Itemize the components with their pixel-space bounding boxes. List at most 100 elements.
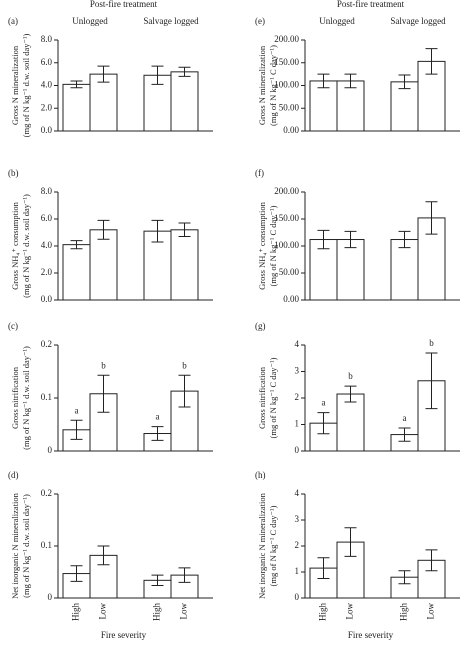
error-bar [151,219,164,243]
y-tick-label: 6.0 [41,57,53,67]
bar [390,81,419,132]
error-bar [398,570,411,585]
panel-label: (d) [8,470,19,480]
y-tick-label: 0.00 [283,125,299,135]
y-axis-label: Gross NH₄⁺ consumption [10,201,20,289]
error-bar [178,222,191,238]
y-tick-label: 2.0 [41,102,53,112]
y-axis-label: Net inorganic N mineralization [257,492,267,599]
y-tick-label: 0.2 [41,488,52,498]
y-tick-label: 50.00 [279,102,300,112]
error-bar [317,557,330,579]
y-tick-label: 0.2 [41,339,52,349]
panel-label: (f) [255,168,264,178]
significance-label: a [75,405,79,415]
y-tick-label: 6.0 [41,213,53,223]
panel-label: (b) [8,168,19,178]
group-label: Salvage logged [143,16,199,26]
y-tick-label: 50.00 [279,267,300,277]
super-title: Post-fire treatment [90,0,158,9]
y-tick-label: 2 [295,540,300,550]
error-bar [317,229,330,250]
error-bar [425,48,438,75]
error-bar [178,66,191,77]
bar [390,239,419,301]
x-tick-label: Low [179,603,189,620]
error-bar [97,65,110,83]
significance-label: a [403,413,407,423]
error-bar [97,374,110,413]
y-tick-label: 4 [295,339,300,349]
panel-label: (g) [255,321,266,331]
y-axis-label: (mg of N kg⁻¹ d.w. soil day⁻¹) [21,494,31,598]
y-tick-label: 200.00 [274,34,299,44]
significance-label: b [101,360,106,370]
error-bar [317,73,330,89]
error-bar [344,385,357,403]
y-tick-label: 0.00 [283,294,299,304]
y-tick-label: 1 [295,419,300,429]
x-tick-label: Low [98,603,108,620]
y-axis-label: (mg of N kg⁻¹ C day⁻¹) [268,505,278,586]
significance-label: b [348,371,353,381]
error-bar [70,419,83,440]
y-tick-label: 2 [295,392,300,402]
panel-label: (h) [255,470,266,480]
y-axis-label: Net inorganic N mineralization [10,492,20,599]
bar [89,229,118,301]
significance-label: a [156,412,160,422]
group-label: Unlogged [319,16,355,26]
error-bar [70,240,83,250]
panel-label: (a) [8,16,18,26]
y-tick-label: 0.0 [41,294,53,304]
significance-label: b [182,360,187,370]
y-axis-label: Gross nitrification [257,366,267,429]
error-bar [151,426,164,441]
error-bar [398,230,411,249]
x-axis-label: Fire severity [348,630,394,640]
error-bar [425,549,438,572]
bar [62,83,91,132]
y-axis-label: Gross nitrification [10,366,20,429]
y-axis-label: (mg of N kg⁻¹ d.w. soil day⁻¹) [21,194,31,298]
y-tick-label: 8.0 [41,34,53,44]
super-title: Post-fire treatment [337,0,405,9]
error-bar [151,574,164,587]
error-bar [425,352,438,410]
bar [143,230,172,301]
bar [309,239,338,301]
y-tick-label: 4.0 [41,240,53,250]
y-axis-label: Gross NH₄⁺ consumption [257,201,267,289]
panel-label: (c) [8,321,18,331]
x-tick-label: High [399,603,409,622]
x-axis-label: Fire severity [101,630,147,640]
y-axis-label: (mg of N kg⁻¹ C day⁻¹) [268,45,278,126]
y-tick-label: 0 [48,592,53,602]
x-tick-label: Low [345,603,355,620]
y-axis-label: Gross N mineralization [10,45,20,125]
y-axis-label: (mg of N kg⁻¹ C day⁻¹) [268,205,278,286]
x-tick-label: High [71,603,81,622]
y-tick-label: 100.00 [274,240,299,250]
y-axis-label: (mg of N kg⁻¹ C day⁻¹) [268,357,278,438]
y-tick-label: 0 [48,445,53,455]
group-label: Unlogged [72,16,108,26]
error-bar [70,565,83,582]
error-bar [344,73,357,89]
error-bar [97,219,110,240]
bar [89,73,118,132]
bar [336,239,365,301]
error-bar [151,65,164,85]
y-tick-label: 3 [295,514,300,524]
y-tick-label: 0 [295,445,300,455]
y-tick-label: 0.1 [41,392,52,402]
error-bar [344,230,357,249]
y-axis-label: Gross N mineralization [257,45,267,125]
group-label: Salvage logged [390,16,446,26]
significance-label: a [322,398,326,408]
bar [336,393,365,452]
error-bar [344,527,357,557]
y-tick-label: 150.00 [274,213,299,223]
y-tick-label: 0.1 [41,540,52,550]
